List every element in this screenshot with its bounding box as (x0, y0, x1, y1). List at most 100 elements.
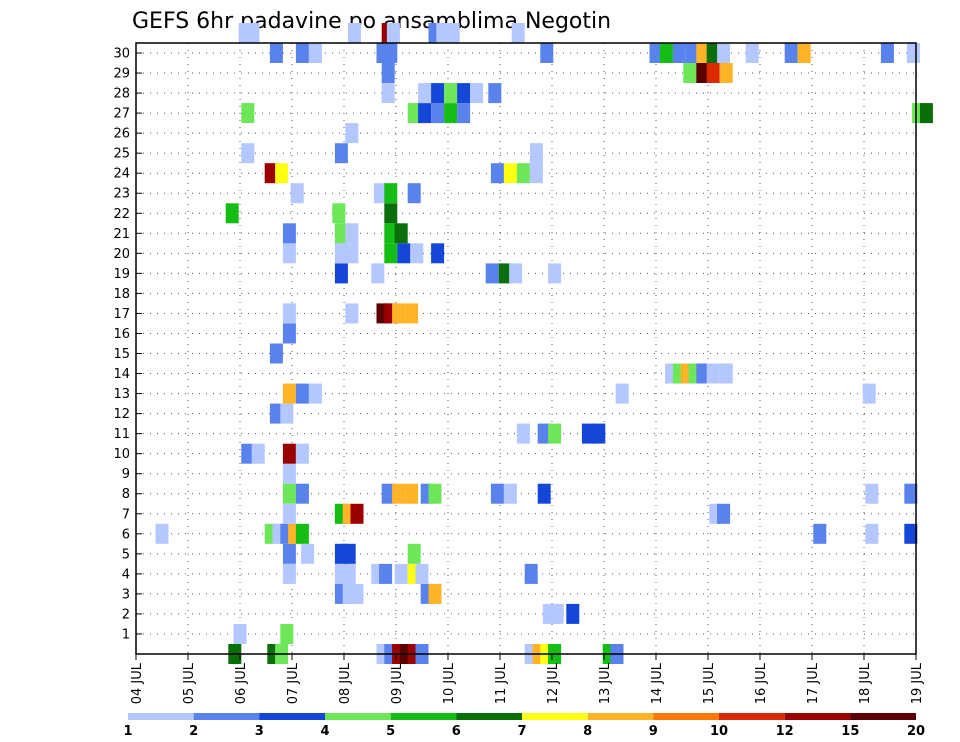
heatmap-cell (457, 103, 471, 124)
heatmap-cell (706, 63, 720, 83)
colorbar-label: 9 (649, 724, 658, 739)
x-tick-label: 10 JUL (442, 662, 457, 704)
colorbar-label: 1 (123, 724, 132, 739)
heatmap-cell (813, 523, 827, 544)
heatmap-cell (696, 43, 710, 63)
heatmap-cell (880, 43, 894, 63)
heatmap-cell (405, 303, 419, 324)
heatmap-cell (428, 583, 442, 604)
heatmap-cell (919, 103, 933, 124)
heatmap-cell (696, 63, 710, 83)
heatmap-cell (282, 303, 296, 324)
heatmap-cell (342, 563, 356, 584)
heatmap-cell (862, 383, 876, 404)
heatmap-cell (548, 423, 562, 444)
y-tick-label: 10 (113, 447, 130, 462)
x-tick-label: 18 JUL (858, 662, 873, 704)
y-tick-label: 9 (122, 467, 130, 482)
y-tick-label: 12 (113, 407, 130, 422)
y-tick-label: 7 (122, 507, 130, 522)
heatmap-cell (503, 483, 517, 504)
heatmap-cell (407, 183, 421, 204)
heatmap-cells (155, 23, 933, 664)
heatmap-cell (529, 143, 543, 164)
plot-frame (135, 42, 917, 655)
y-tick-label: 5 (122, 547, 130, 562)
heatmap-cell (470, 83, 484, 104)
y-tick-label: 20 (113, 247, 130, 262)
colorbar-swatch (784, 713, 851, 720)
y-tick-label: 6 (122, 527, 130, 542)
x-tick-label: 13 JUL (598, 662, 613, 704)
heatmap-cell (275, 163, 289, 184)
heatmap-cell (649, 43, 663, 63)
x-tick-label: 17 JUL (806, 662, 821, 704)
heatmap-cell (392, 483, 406, 504)
heatmap-cell (233, 624, 247, 644)
heatmap-cell (537, 423, 551, 444)
y-tick-label: 22 (113, 207, 130, 222)
heatmap-cell (431, 83, 445, 104)
y-tick-label: 2 (122, 607, 130, 622)
colorbar-label: 4 (320, 724, 329, 739)
heatmap-cell (566, 603, 580, 624)
heatmap-cell (706, 363, 720, 384)
heatmap-cell (282, 243, 296, 264)
heatmap-cell (282, 463, 296, 484)
heatmap-cell (334, 143, 348, 164)
colorbar-label: 10 (710, 724, 728, 739)
heatmap-cell (373, 183, 387, 204)
colorbar-swatch (456, 713, 522, 720)
heatmap-cell (719, 363, 733, 384)
heatmap-cell (308, 383, 322, 404)
heatmap-cell (350, 583, 364, 604)
colorbar-swatch (522, 713, 588, 720)
heatmap-cell (865, 483, 879, 504)
heatmap-cell (865, 523, 879, 544)
heatmap-cell (548, 263, 562, 284)
x-axis-ticks: 04 JUL 05 JUL 06 JUL 07 JUL 08 JUL 09 JUL 10 J… (130, 654, 925, 704)
y-tick-label: 14 (113, 367, 130, 382)
heatmap-cell (264, 163, 278, 184)
heatmap-cell (342, 543, 356, 564)
heatmap-cell (415, 563, 429, 584)
x-tick-label: 09 JUL (390, 662, 405, 704)
colorbar-swatch (259, 713, 325, 720)
heatmap-cell (904, 523, 918, 544)
heatmap-cell (457, 83, 471, 104)
heatmap-cell (431, 243, 445, 264)
y-tick-label: 28 (113, 87, 130, 102)
heatmap-cell (345, 223, 359, 244)
y-tick-label: 11 (113, 427, 130, 442)
heatmap-cell (295, 43, 309, 63)
heatmap-cell (280, 624, 294, 644)
y-tick-label: 15 (113, 347, 130, 362)
heatmap-cell (334, 223, 348, 244)
heatmap-cell (446, 23, 460, 43)
y-tick-label: 27 (113, 107, 130, 122)
heatmap-cell (418, 103, 432, 124)
colorbar-swatch (325, 713, 391, 720)
heatmap-cell (407, 543, 421, 564)
y-tick-label: 18 (113, 287, 130, 302)
heatmap-cell (685, 43, 699, 63)
x-tick-label: 15 JUL (702, 662, 717, 704)
heatmap-cell (345, 123, 359, 144)
colorbar-legend: 1 2 3 4 5 6 7 8 9 10 12 15 20 (123, 713, 925, 739)
heatmap-cell (511, 23, 525, 43)
heatmap-cell (490, 163, 504, 184)
heatmap-cell (516, 423, 530, 444)
heatmap-cell (659, 43, 673, 63)
heatmap-cell (436, 23, 450, 43)
heatmap-cell (155, 523, 169, 544)
heatmap-cell (407, 103, 421, 124)
heatmap-cell (540, 43, 554, 63)
heatmap-cell (509, 263, 523, 284)
heatmap-cell (394, 563, 408, 584)
y-tick-label: 16 (113, 327, 130, 342)
heatmap-cell (797, 43, 811, 63)
colorbar-label: 20 (907, 724, 925, 739)
heatmap-cell (381, 63, 395, 83)
heatmap-cell (592, 423, 606, 444)
heatmap-cell (381, 83, 395, 104)
